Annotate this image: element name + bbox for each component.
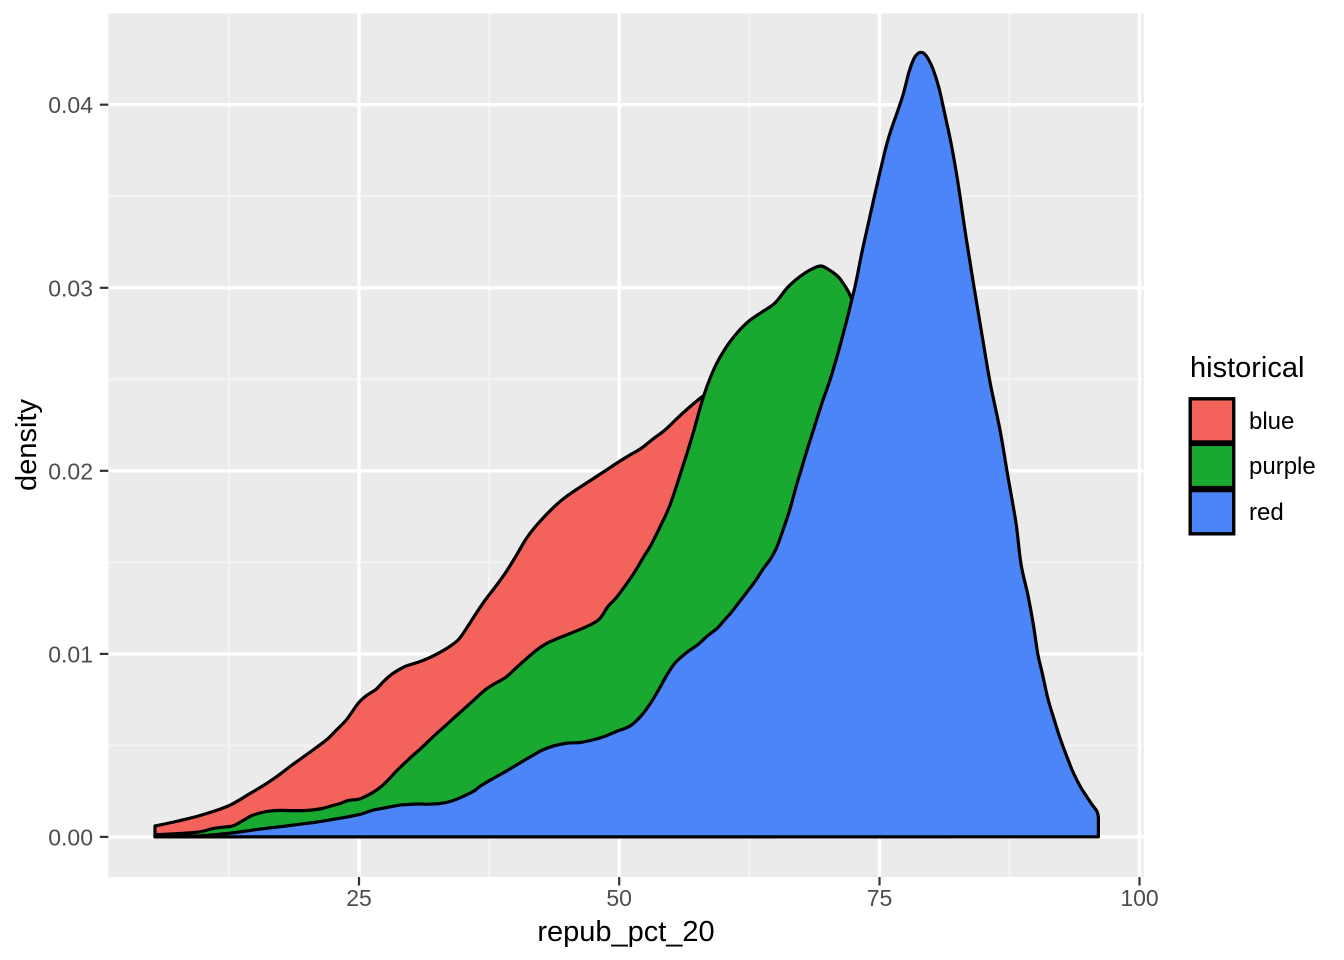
svg-text:historical: historical — [1190, 352, 1304, 384]
svg-text:repub_pct_20: repub_pct_20 — [537, 916, 714, 948]
svg-text:0.00: 0.00 — [48, 824, 93, 850]
svg-text:0.04: 0.04 — [48, 92, 93, 118]
svg-text:blue: blue — [1249, 408, 1294, 435]
svg-text:50: 50 — [606, 885, 632, 911]
svg-text:100: 100 — [1120, 885, 1158, 911]
svg-text:0.03: 0.03 — [48, 275, 93, 301]
svg-text:0.02: 0.02 — [48, 458, 93, 484]
svg-text:75: 75 — [867, 885, 893, 911]
svg-text:red: red — [1249, 499, 1284, 526]
svg-text:density: density — [11, 399, 43, 491]
svg-text:25: 25 — [346, 885, 372, 911]
svg-text:0.01: 0.01 — [48, 641, 93, 667]
svg-text:purple: purple — [1249, 453, 1316, 480]
